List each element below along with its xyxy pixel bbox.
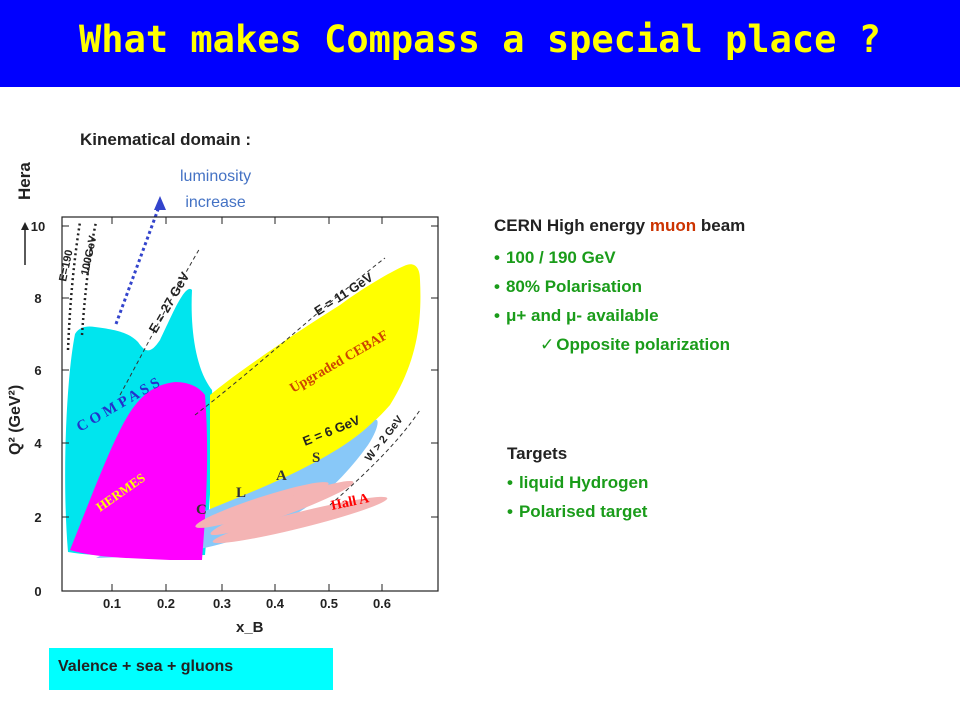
x-tick-label: 0.6	[373, 596, 391, 611]
beam-item-muons-text: μ+ and μ- available	[505, 306, 659, 325]
w2-line	[329, 409, 421, 506]
plot-frame	[61, 216, 439, 592]
x-tick-label: 0.1	[103, 596, 121, 611]
beam-heading-muon: muon	[649, 216, 697, 235]
bullet-icon: •	[507, 473, 513, 492]
slide-title: What makes Compass a special place ?	[79, 18, 881, 61]
beam-heading-prefix: CERN High energy	[494, 216, 650, 235]
cebaf-region	[210, 264, 421, 520]
target-item-hydrogen-text: liquid Hydrogen	[518, 473, 649, 492]
title-bar: What makes Compass a special place ?	[0, 0, 960, 87]
beam-item-energy-text: 100 / 190 GeV	[505, 248, 616, 267]
luminosity-increase-label: luminosity increase	[180, 164, 251, 216]
y-tick-label: 8	[34, 291, 41, 306]
beam-item-polarisation: • 80% Polarisation	[494, 277, 642, 297]
bullet-icon: •	[507, 502, 513, 521]
y-tick-label: 6	[34, 363, 41, 378]
clas-label-a: A	[276, 468, 287, 484]
beam-item-polarisation-text: 80% Polarisation	[505, 277, 643, 296]
beam-subitem-opposite: ✓ Opposite polarization	[540, 335, 730, 355]
hera-arrowhead	[21, 222, 29, 230]
kinematical-domain-label: Kinematical domain :	[80, 130, 251, 149]
y-tick-group: 0 2 4 6 8 10	[31, 219, 438, 599]
beam-heading: CERN High energy muon beam	[494, 216, 745, 236]
e190-line-label: E=190	[57, 249, 75, 283]
clas-label-l: L	[236, 485, 246, 501]
y-tick-label: 4	[34, 436, 42, 451]
e100-line-label: 100GeV	[79, 234, 99, 277]
targets-heading: Targets	[507, 444, 568, 463]
target-item-polarised-text: Polarised target	[518, 502, 648, 521]
x-tick-label: 0.4	[266, 596, 285, 611]
hermes-region	[70, 382, 208, 560]
x-tick-label: 0.2	[157, 596, 175, 611]
checkmark-icon: ✓	[540, 335, 555, 354]
hall-a-region-3	[212, 496, 388, 544]
target-item-polarised: • Polarised target	[507, 502, 647, 522]
beam-item-muons: • μ+ and μ- available	[494, 306, 659, 326]
luminosity-line1: luminosity	[180, 168, 252, 185]
beam-item-energy: • 100 / 190 GeV	[494, 248, 616, 268]
x-tick-label: 0.3	[213, 596, 231, 611]
luminosity-arrowhead	[154, 196, 166, 210]
valence-box: Valence + sea + gluons	[49, 648, 333, 690]
bullet-icon: •	[494, 277, 500, 296]
valence-label: Valence + sea + gluons	[58, 658, 234, 675]
e190-line	[66, 221, 82, 351]
hall-a-region-1	[195, 482, 329, 528]
y-tick-label: 10	[31, 219, 45, 234]
bullet-icon: •	[494, 248, 500, 267]
hera-label: Hera	[15, 162, 34, 200]
e11-line	[194, 257, 386, 416]
y-tick-label: 0	[34, 584, 41, 599]
x-axis-label: x_B	[236, 619, 264, 636]
y-tick-label: 2	[34, 510, 41, 525]
beam-subitem-text: Opposite polarization	[556, 335, 731, 354]
luminosity-arrow	[114, 203, 162, 325]
hall-a-region-2	[210, 480, 354, 536]
beam-heading-suffix: beam	[696, 216, 746, 235]
clas-label-s: S	[312, 450, 320, 466]
clas-label-c: C	[196, 502, 207, 518]
luminosity-line2: increase	[185, 194, 246, 211]
y-axis-label: Q² (GeV²)	[7, 385, 24, 455]
x-tick-group: 0.1 0.2 0.3 0.4 0.5 0.6	[103, 217, 391, 611]
e27-line	[119, 247, 201, 396]
x-tick-label: 0.5	[320, 596, 338, 611]
bullet-icon: •	[494, 306, 500, 325]
target-item-hydrogen: • liquid Hydrogen	[507, 473, 648, 493]
